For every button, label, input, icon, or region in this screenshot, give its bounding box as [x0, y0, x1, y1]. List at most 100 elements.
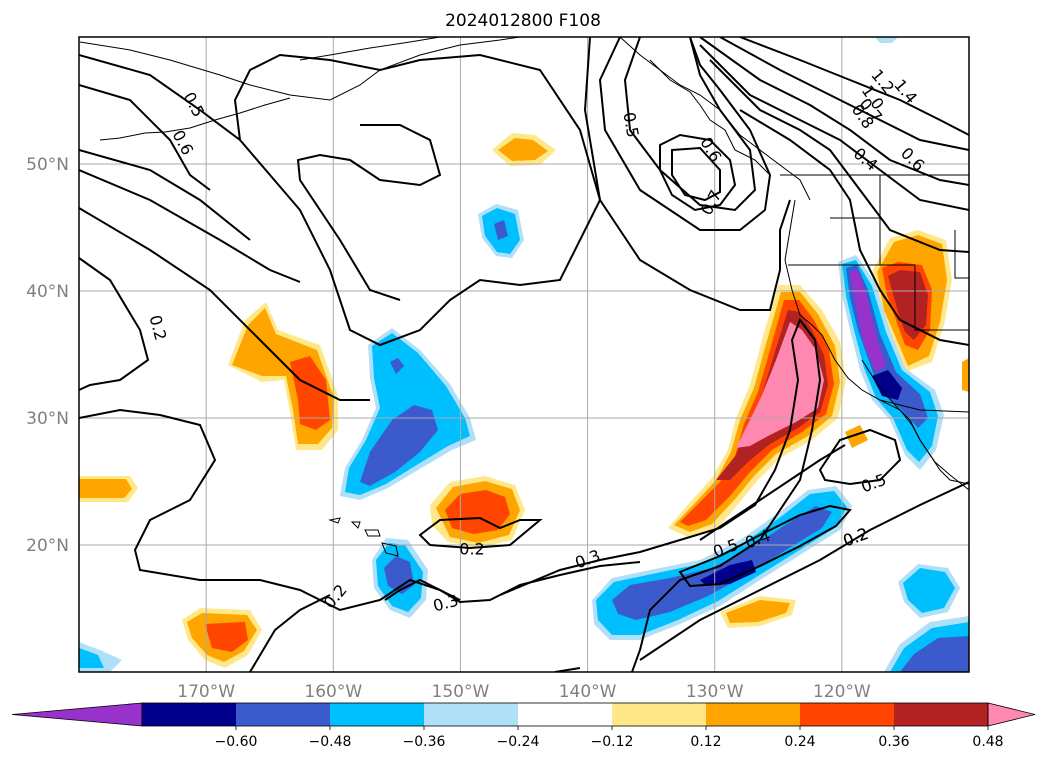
colorbar-extend-min — [11, 702, 143, 727]
contour-1.2 — [719, 37, 969, 151]
anomaly-neg-south-core — [384, 556, 414, 594]
contour-0.2-west — [79, 257, 150, 391]
contour-0.5-plume — [699, 444, 846, 541]
anomaly-neg-north-core — [494, 220, 508, 240]
anomaly-pos-north-core — [498, 138, 548, 161]
lon-tick-label: 150°W — [432, 682, 490, 702]
border-us-mexico — [879, 399, 969, 413]
lon-tick-label: 170°W — [177, 682, 235, 702]
contour-0.5-west — [79, 149, 251, 241]
lat-tick-label: 40°N — [26, 282, 69, 302]
anomaly-neg-se1-core — [903, 568, 955, 613]
contour-label: 0.2 — [459, 540, 484, 559]
contour-1.4 — [739, 37, 969, 136]
contour-0.3-west — [79, 207, 370, 401]
colorbar-tick-label: −0.24 — [497, 734, 540, 750]
coast-hawaii-3 — [364, 529, 381, 537]
lon-tick-label: 120°W — [813, 682, 871, 702]
anomaly-neg-sw-core — [79, 648, 104, 668]
colorbar-tick-label: 0.24 — [784, 734, 815, 750]
coast-canada-islands — [649, 59, 771, 176]
map-plot-area: 0.50.60.20.50.60.71.41.21.00.80.70.60.40… — [78, 36, 970, 673]
contour-0.8-inner — [671, 146, 721, 202]
coast-alaska-peninsula — [79, 37, 521, 101]
contour-0.6-loop — [623, 37, 757, 212]
shaded-field — [79, 37, 969, 672]
lon-tick-label: 130°W — [686, 682, 744, 702]
anomaly-neg-hawaii-core — [360, 405, 438, 486]
colorbar-tick-label: −0.12 — [591, 734, 634, 750]
colorbar-tick-label: −0.48 — [309, 734, 352, 750]
contour-0.3-ring — [384, 578, 461, 601]
coast-baja-gulf — [861, 359, 969, 491]
colorbar-segment — [894, 703, 989, 726]
lat-tick-label: 30°N — [26, 409, 69, 429]
anomaly-neg-top-right — [875, 37, 898, 43]
political-borders — [780, 174, 969, 413]
contour-0.2-center — [418, 516, 543, 550]
colorbar-tick-label: 0.48 — [972, 734, 1003, 750]
lat-tick-label: 20°N — [26, 536, 69, 556]
anomaly-pos-small-3 — [962, 358, 969, 392]
colorbar-segment — [800, 703, 895, 726]
contour-0.3-plume — [499, 317, 822, 672]
contour-0.6-inner — [296, 124, 442, 301]
latitude-labels: 50°N 40°N 30°N 20°N — [26, 155, 69, 556]
colorbar: −0.60 −0.48 −0.36 −0.24 −0.12 0.12 0.24 0.36 0.4… — [11, 702, 1036, 750]
colorbar-tick-label: 0.12 — [690, 734, 721, 750]
anomaly-pos-small-1-core — [726, 600, 790, 623]
colorbar-segment — [236, 703, 331, 726]
anomaly-neg-hawaii-dot — [390, 358, 404, 374]
anomaly-pos-east-darkred — [888, 270, 928, 340]
contour-0.4-west — [79, 169, 301, 283]
anomaly-neg-band-darkblue — [700, 560, 756, 586]
map-frame — [78, 36, 970, 673]
colorbar-tick-label: −0.60 — [215, 734, 258, 750]
border-state-4 — [954, 230, 969, 279]
contour-0.7-inner — [659, 133, 737, 212]
contour-0.5-ne — [583, 37, 791, 311]
anomaly-pos-plume-pink — [736, 322, 824, 448]
contour-0.7-nw-loop — [598, 37, 772, 231]
contour-0.3-south — [249, 594, 331, 672]
colorbar-segment — [612, 703, 707, 726]
contour-0.2-south — [639, 481, 969, 661]
anomaly-pos-small-2 — [845, 425, 868, 448]
coast-aleutian-north — [299, 37, 441, 61]
contour-label: 0.5 — [619, 111, 642, 139]
contours — [79, 37, 969, 672]
colorbar-frame — [141, 702, 989, 727]
contour-0.5-nw — [79, 53, 602, 347]
lon-tick-label: 160°W — [304, 682, 362, 702]
anomaly-neg-coast-purple — [850, 270, 886, 372]
colorbar-extend-max — [987, 702, 1036, 727]
coastlines — [79, 37, 969, 557]
contour-0.6-nw — [79, 84, 211, 191]
colorbar-segment — [330, 703, 425, 726]
colorbar-segment — [706, 703, 801, 726]
colorbar-segment — [142, 703, 237, 726]
coast-aleutian-islands — [99, 97, 291, 141]
coast-hawaii-2 — [350, 521, 361, 529]
coast-hawaii-1 — [328, 517, 341, 524]
colorbar-tick-label: 0.36 — [878, 734, 909, 750]
coast-hawaii-4 — [381, 542, 399, 557]
contour-0.4-band — [678, 504, 852, 588]
anomaly-neg-band-core — [612, 506, 832, 620]
border-state-3 — [914, 265, 969, 331]
chart-title: 2024012800 F108 — [445, 11, 601, 31]
anomaly-pos-southwest-core — [205, 622, 248, 652]
anomaly-pos-west-core — [290, 356, 330, 430]
contour-0.5-east-loop — [818, 428, 902, 486]
anomaly-pos-edge-west-core — [79, 479, 132, 498]
anomaly-pos-central-core — [445, 490, 510, 534]
contour-0.8 — [699, 44, 969, 211]
contour-1.0 — [699, 37, 969, 186]
anomaly-neg-coast-darkblue — [872, 370, 902, 400]
longitude-labels: 170°W 160°W 150°W 140°W 130°W 120°W — [177, 682, 871, 702]
colorbar-segment — [424, 703, 519, 726]
anomaly-neg-se2-core — [900, 636, 969, 672]
contour-0.6-ne — [709, 59, 969, 253]
colorbar-tick-label: −0.36 — [403, 734, 446, 750]
contour-0.4-ne — [739, 109, 969, 346]
